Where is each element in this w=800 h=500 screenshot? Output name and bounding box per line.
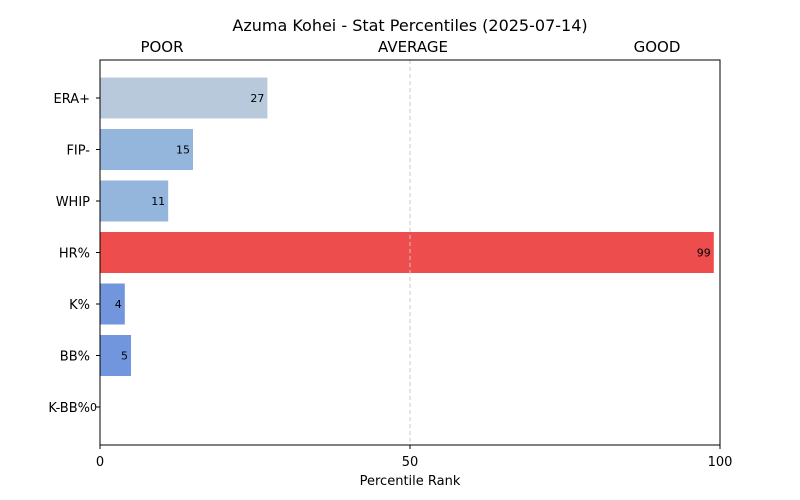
y-tick-label: FIP- (66, 144, 90, 159)
chart-title: Azuma Kohei - Stat Percentiles (2025-07-… (232, 16, 587, 35)
bar-fip- (100, 129, 193, 170)
label-average: AVERAGE (378, 38, 448, 56)
bar-value-label: 4 (115, 298, 122, 311)
bar-bb- (100, 335, 131, 376)
bar-whip (100, 180, 169, 222)
bar-k- (100, 283, 125, 325)
bar-hr- (100, 232, 714, 273)
x-axis-label: Percentile Rank (360, 474, 461, 489)
label-good: GOOD (634, 38, 681, 56)
label-poor: POOR (140, 38, 183, 56)
y-tick-label: K-BB% (48, 401, 90, 416)
x-tick-label: 0 (96, 455, 104, 470)
y-axis: ERA+ FIP- WHIP HR% K% BB% K-BB% (48, 92, 100, 416)
bar-value-label: 99 (697, 247, 711, 260)
y-tick-label: HR% (59, 247, 90, 262)
x-axis: 0 50 100 (96, 445, 733, 470)
bar-group: 27 15 11 99 4 5 0 (90, 77, 714, 414)
y-tick-label: ERA+ (53, 92, 90, 107)
x-tick-label: 50 (402, 455, 419, 470)
bar-value-label: 15 (176, 144, 190, 157)
bar-era- (100, 77, 268, 119)
bar-value-label: 5 (121, 350, 128, 363)
x-tick-label: 100 (708, 455, 733, 470)
y-tick-label: BB% (60, 350, 90, 365)
y-tick-label: WHIP (56, 195, 90, 210)
bar-value-label: 0 (90, 401, 97, 414)
y-tick-label: K% (69, 298, 90, 313)
bar-value-label: 11 (151, 195, 165, 208)
bar-value-label: 27 (250, 92, 264, 105)
